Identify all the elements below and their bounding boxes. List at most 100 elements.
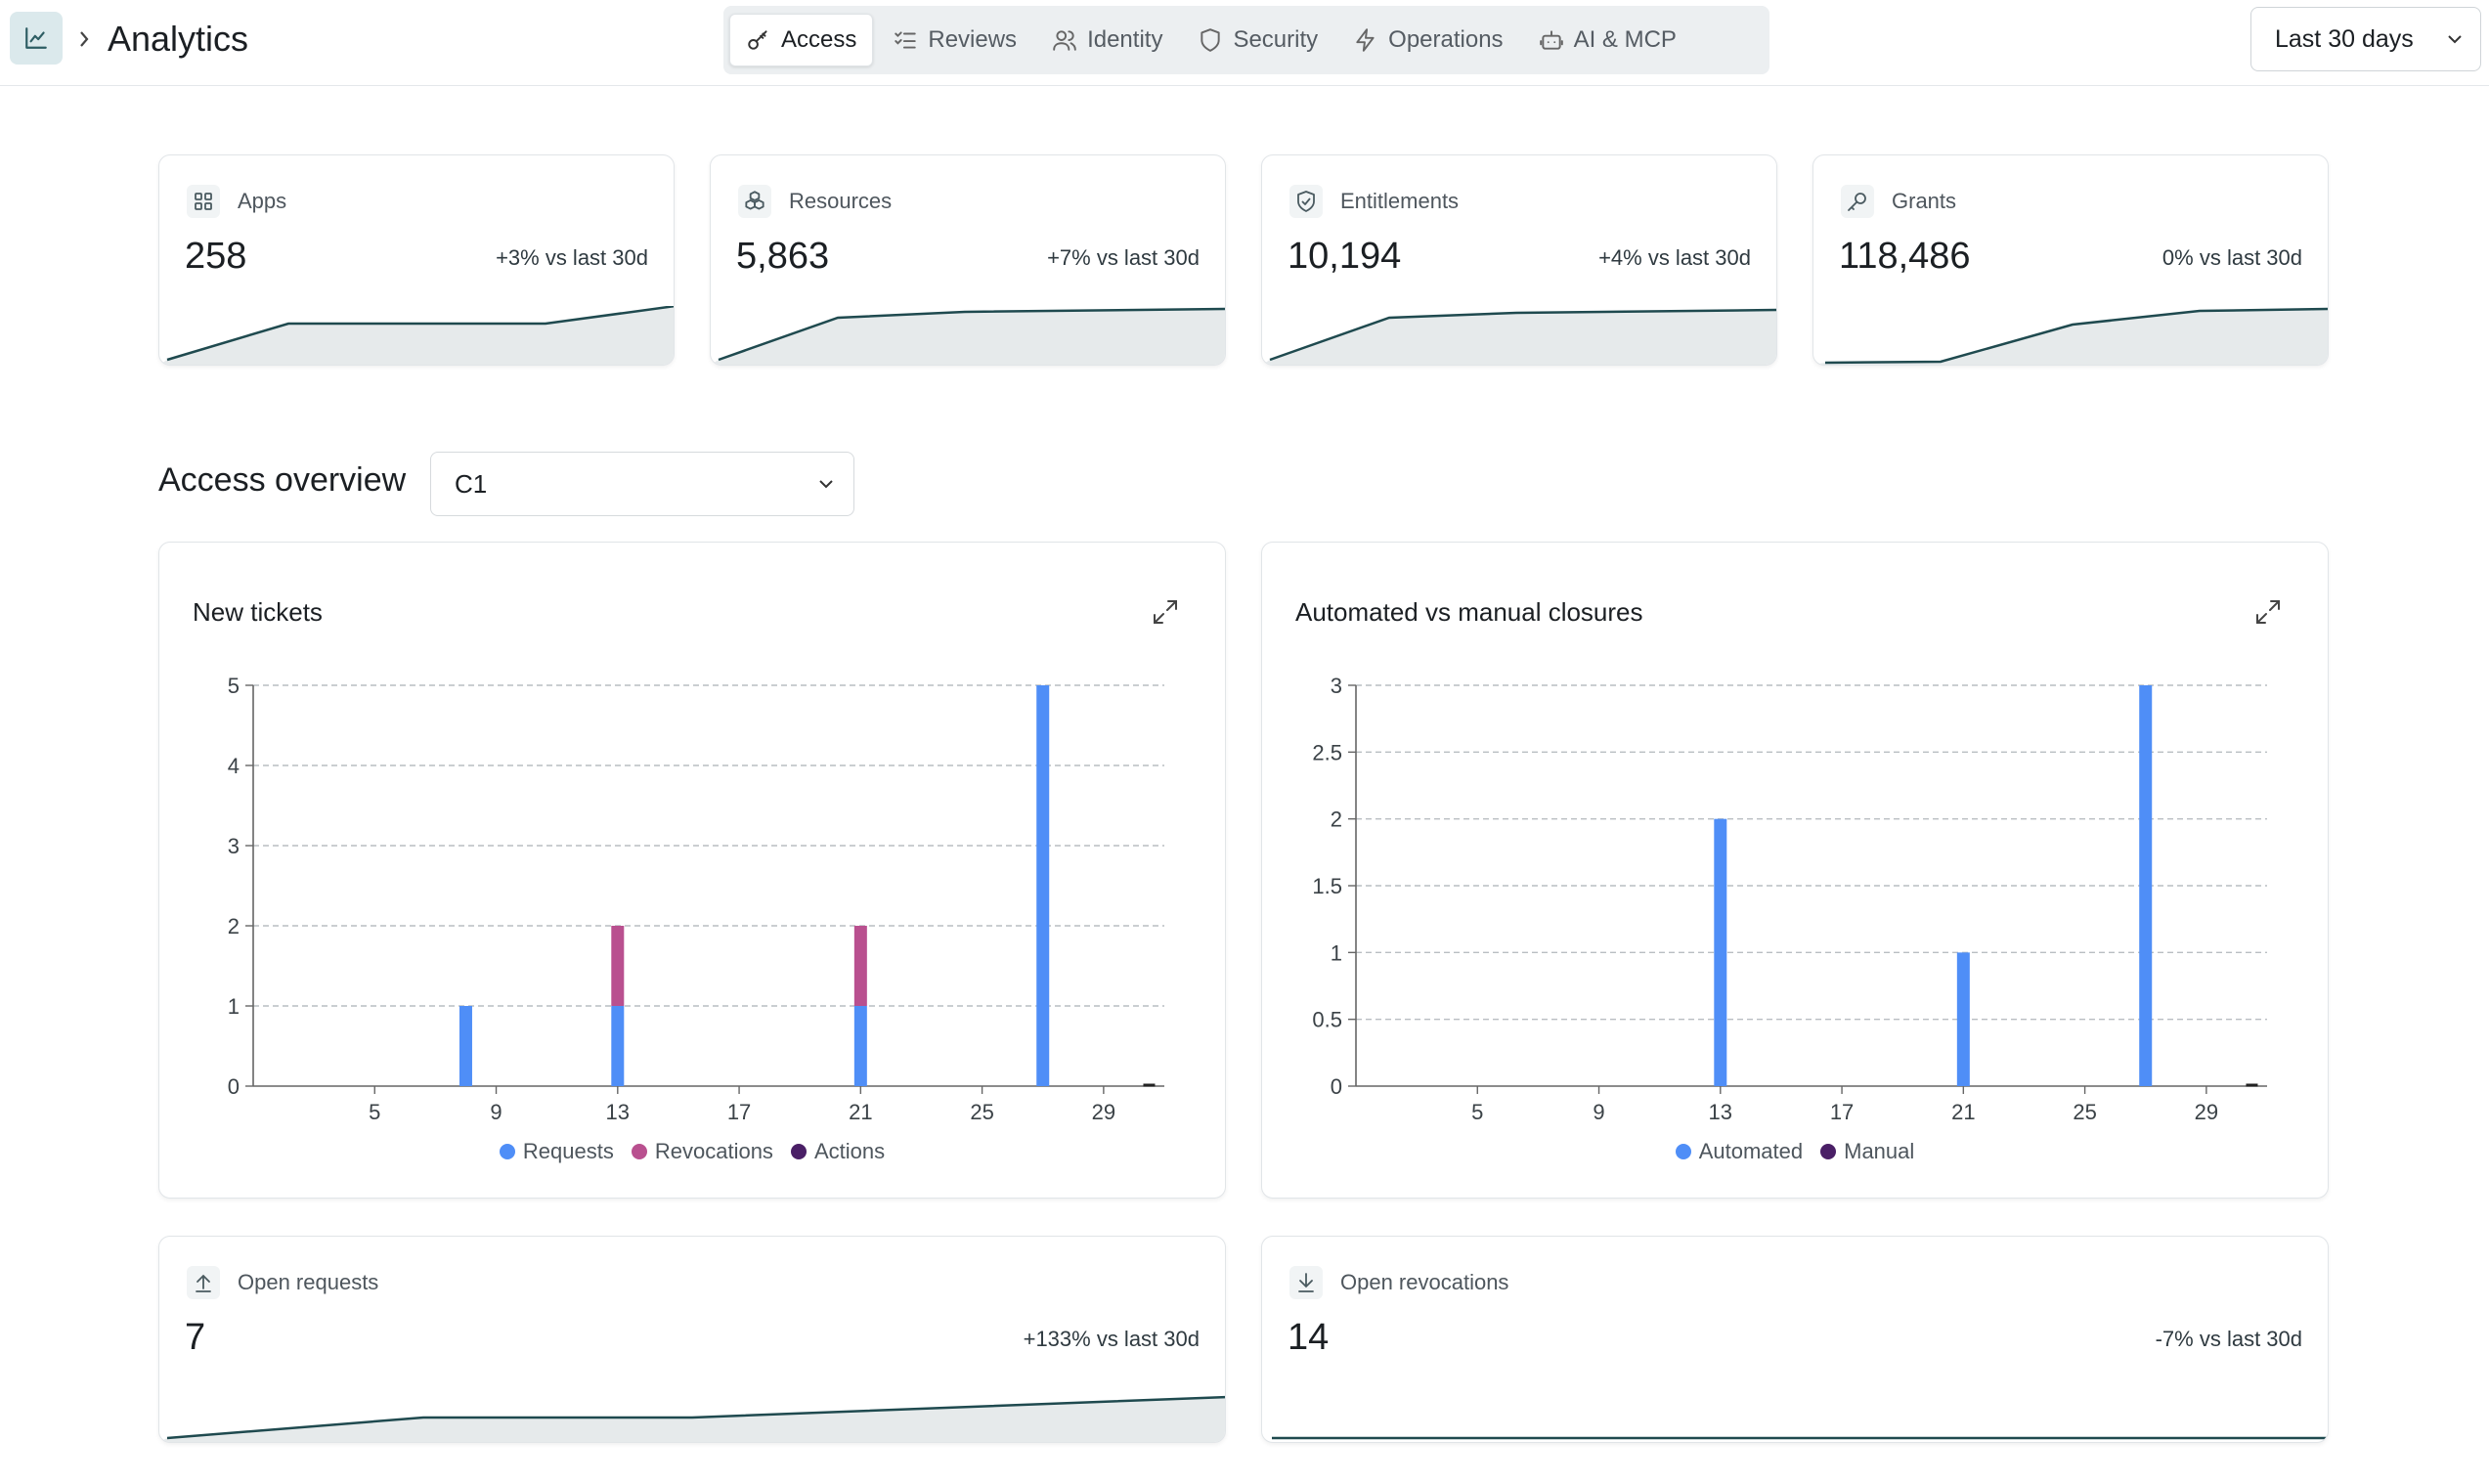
stat-delta: +7% vs last 30d <box>1047 245 1200 270</box>
open-revocations-card[interactable]: Open revocations 14 -7% vs last 30d <box>1261 1236 2329 1443</box>
chevron-down-icon <box>819 480 833 489</box>
tab-operations[interactable]: Operations <box>1337 14 1518 66</box>
stat-delta: +133% vs last 30d <box>1023 1327 1200 1351</box>
new-tickets-card: New tickets 0 1 2 3 4 5 5 9 13 17 21 25 29 Requests … <box>158 542 1226 1199</box>
top-bar: Analytics Access Reviews Identity Securi… <box>0 0 2489 86</box>
legend-dot <box>1820 1144 1837 1159</box>
stat-label: Apps <box>238 189 287 213</box>
y-tick-label: 3 <box>1331 674 1342 698</box>
closures-card: Automated vs manual closures 0 0.5 1 1.5 2 2.… <box>1261 542 2329 1199</box>
y-tick-label: 5 <box>228 674 240 698</box>
stat-card-grants[interactable]: Grants 118,486 0% vs last 30d <box>1812 154 2329 366</box>
stat-label: Resources <box>789 189 893 213</box>
grid-icon <box>187 185 220 218</box>
sparkline <box>711 307 1225 365</box>
expand-icon[interactable] <box>1151 597 1180 627</box>
stat-card-entitlements[interactable]: Entitlements 10,194 +4% vs last 30d <box>1261 154 1777 366</box>
x-tick-label: 17 <box>727 1100 751 1124</box>
stat-card-apps[interactable]: Apps 258 +3% vs last 30d <box>158 154 675 366</box>
x-tick-label: 21 <box>1951 1100 1975 1124</box>
stat-card-resources[interactable]: Resources 5,863 +7% vs last 30d <box>710 154 1226 366</box>
sparkline <box>1272 1436 2328 1440</box>
stat-label: Open requests <box>238 1270 379 1294</box>
sparkline <box>159 1395 1225 1442</box>
y-tick-label: 2.5 <box>1312 740 1342 764</box>
bar-revocations[interactable] <box>853 926 867 1006</box>
chart-legend: Requests Revocations Actions <box>159 1139 1225 1164</box>
legend-label: Automated <box>1698 1139 1804 1163</box>
stat-delta: +4% vs last 30d <box>1598 245 1751 270</box>
legend-label: Actions <box>813 1139 886 1163</box>
x-tick-label: 29 <box>1092 1100 1115 1124</box>
sparkline <box>159 306 674 365</box>
page-title: Analytics <box>108 19 249 59</box>
y-tick-label: 0.5 <box>1312 1008 1342 1032</box>
tab-reviews[interactable]: Reviews <box>877 14 1032 66</box>
chart-title: Automated vs manual closures <box>1295 597 1643 627</box>
lightning-icon <box>1356 28 1375 52</box>
users-icon <box>1053 30 1076 51</box>
x-tick-label: 29 <box>2195 1100 2218 1124</box>
x-tick-label: 21 <box>849 1100 872 1124</box>
x-tick-label: 5 <box>1471 1100 1483 1124</box>
bar-automated[interactable] <box>2139 685 2153 1086</box>
legend-item-actions[interactable]: Actions <box>790 1139 886 1164</box>
sparkline <box>1813 307 2328 365</box>
legend-dot <box>790 1144 807 1159</box>
chart-title: New tickets <box>193 597 323 627</box>
open-requests-card[interactable]: Open requests 7 +133% vs last 30d <box>158 1236 1226 1443</box>
sparkline <box>1262 308 1776 365</box>
y-tick-label: 0 <box>1331 1074 1342 1099</box>
stat-value: 14 <box>1288 1317 1330 1358</box>
legend-item-manual[interactable]: Manual <box>1820 1139 1914 1164</box>
tab-ai-mcp[interactable]: AI & MCP <box>1523 14 1692 66</box>
stat-delta: 0% vs last 30d <box>2162 245 2302 270</box>
stat-delta: -7% vs last 30d <box>2155 1327 2302 1351</box>
x-tick-label: 13 <box>1709 1100 1732 1124</box>
stat-label: Grants <box>1892 189 1957 213</box>
y-tick-label: 1 <box>228 994 240 1019</box>
section-title: Access overview <box>158 461 407 499</box>
tab-label: AI & MCP <box>1573 26 1677 53</box>
stat-delta: +3% vs last 30d <box>496 245 648 270</box>
tab-access[interactable]: Access <box>729 14 874 66</box>
x-tick-label: 25 <box>970 1100 993 1124</box>
x-tick-label: 13 <box>606 1100 630 1124</box>
x-tick-label: 9 <box>490 1100 502 1124</box>
tab-label: Access <box>781 26 857 53</box>
y-tick-label: 3 <box>228 834 240 858</box>
tab-security[interactable]: Security <box>1182 14 1333 66</box>
checklist-icon <box>895 31 917 49</box>
shield-icon <box>1201 28 1221 52</box>
legend-dot <box>499 1144 515 1159</box>
key-icon <box>1841 185 1874 218</box>
date-range-value: Last 30 days <box>2275 24 2414 53</box>
chevron-down-icon <box>2448 35 2462 44</box>
bar-requests[interactable] <box>853 1006 867 1086</box>
bar-requests[interactable] <box>611 1006 625 1086</box>
x-tick-label: 25 <box>2073 1100 2096 1124</box>
legend-label: Manual <box>1844 1139 1915 1163</box>
analytics-chart-icon[interactable] <box>10 12 63 65</box>
legend-item-requests[interactable]: Requests <box>499 1139 614 1164</box>
connector-select[interactable]: C1 <box>430 452 854 516</box>
stat-value: 7 <box>185 1317 206 1358</box>
bar-requests[interactable] <box>458 1006 472 1086</box>
bar-requests[interactable] <box>1036 685 1050 1086</box>
y-tick-label: 4 <box>228 754 240 778</box>
legend-item-automated[interactable]: Automated <box>1675 1139 1804 1164</box>
bot-icon <box>1539 30 1563 50</box>
tab-label: Identity <box>1087 26 1163 53</box>
new-tickets-chart: 0 1 2 3 4 5 5 9 13 17 21 25 29 <box>228 674 1164 1124</box>
bar-automated[interactable] <box>1956 952 1970 1086</box>
legend-item-revocations[interactable]: Revocations <box>631 1139 773 1164</box>
bar-automated[interactable] <box>1714 818 1727 1086</box>
key-icon <box>748 30 767 50</box>
y-tick-label: 0 <box>228 1074 240 1099</box>
tab-identity[interactable]: Identity <box>1036 14 1178 66</box>
legend-label: Revocations <box>654 1139 773 1163</box>
date-range-select[interactable]: Last 30 days <box>2250 7 2481 71</box>
expand-icon[interactable] <box>2253 597 2283 627</box>
bar-revocations[interactable] <box>611 926 625 1006</box>
closures-chart: 0 0.5 1 1.5 2 2.5 3 5 9 13 17 21 25 29 <box>1312 674 2267 1124</box>
